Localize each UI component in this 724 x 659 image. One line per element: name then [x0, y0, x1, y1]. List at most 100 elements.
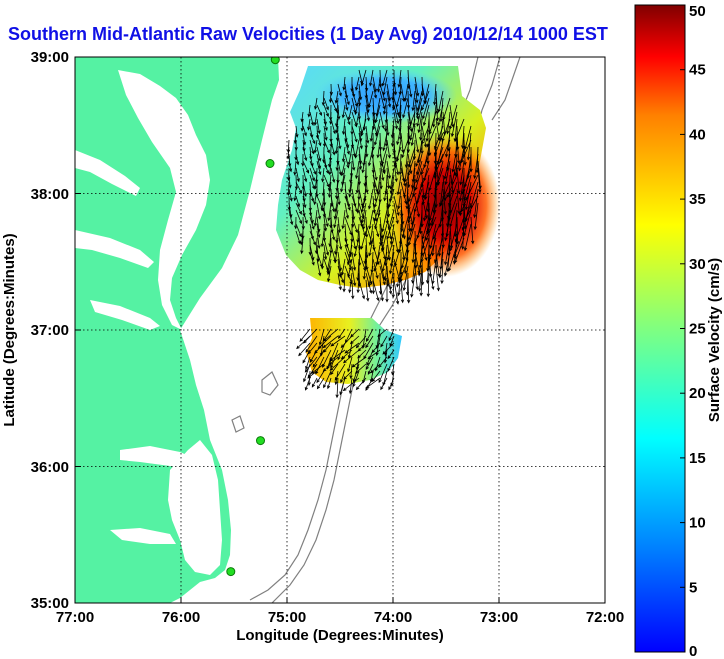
velocity-vector [400, 279, 405, 304]
velocity-vector [416, 104, 423, 127]
velocity-vector [439, 181, 451, 208]
velocity-vector [401, 216, 409, 239]
velocity-vector [337, 83, 342, 97]
colorbar-tick-label: 25 [689, 321, 706, 338]
velocity-vector [333, 209, 339, 229]
velocity-vector [342, 377, 360, 392]
velocity-vector [295, 195, 301, 208]
velocity-vector [372, 258, 379, 279]
velocity-vector [473, 188, 479, 219]
velocity-vector [365, 356, 374, 370]
velocity-vector [371, 370, 381, 383]
velocity-vector [295, 202, 302, 215]
velocity-vector [316, 258, 322, 277]
velocity-vector [309, 111, 315, 126]
velocity-vector [344, 90, 350, 106]
velocity-vector [425, 118, 430, 143]
velocity-vector [396, 174, 402, 196]
velocity-vector [328, 160, 332, 176]
velocity-vector [316, 202, 322, 220]
velocity-vector [421, 181, 430, 206]
velocity-vector [400, 167, 407, 188]
velocity-vector [343, 349, 360, 364]
velocity-vector [302, 209, 308, 225]
velocity-vector [382, 153, 388, 174]
velocity-vector [473, 202, 479, 231]
velocity-vector [386, 139, 391, 159]
velocity-vector [334, 90, 339, 104]
y-tick-label: 37:00 [31, 322, 69, 339]
velocity-vector [407, 153, 413, 175]
plot-grid [75, 57, 605, 603]
velocity-vector [449, 104, 455, 128]
pamlico-sound [168, 440, 222, 575]
velocity-vector [368, 223, 374, 246]
velocity-vector [330, 363, 339, 376]
velocity-vector [365, 125, 370, 144]
velocity-vector [414, 76, 420, 97]
velocity-vector [298, 342, 311, 357]
chesapeake-bay [118, 70, 210, 330]
velocity-vector [438, 251, 444, 279]
velocity-vector [322, 335, 339, 349]
y-tick-label: 35:00 [31, 595, 69, 612]
velocity-vector [316, 160, 322, 176]
colorbar-tick-label: 5 [689, 579, 697, 596]
velocity-vector [373, 188, 381, 208]
velocity-vector [323, 216, 328, 232]
velocity-vector [393, 244, 402, 267]
velocity-vector [295, 153, 300, 166]
velocity-vector [355, 377, 367, 391]
velocity-vector [400, 132, 405, 154]
colorbar-tick-label: 15 [689, 450, 706, 467]
velocity-vector [402, 97, 409, 119]
velocity-vector [360, 118, 367, 137]
colorbar [634, 4, 686, 653]
velocity-vector [459, 160, 465, 186]
velocity-vector [309, 349, 318, 363]
velocity-vector [344, 139, 350, 156]
velocity-vector [369, 69, 374, 87]
velocity-vector [344, 111, 351, 126]
velocity-vector [387, 356, 395, 372]
velocity-vector [381, 230, 388, 253]
velocity-vector [414, 195, 421, 218]
velocity-vector [330, 335, 346, 347]
velocity-vector [448, 244, 458, 272]
velocity-vector [382, 342, 395, 355]
velocity-vector [318, 328, 325, 346]
velocity-vector [296, 335, 311, 350]
velocity-vector [410, 272, 416, 298]
velocity-vector [307, 104, 311, 118]
velocity-vector [335, 377, 339, 399]
velocity-vector [348, 272, 353, 294]
velocity-vector [340, 160, 346, 177]
velocity-vector [351, 216, 359, 234]
velocity-vector [393, 153, 400, 176]
velocity-vector [396, 265, 402, 288]
velocity-vector [403, 83, 409, 102]
velocity-vector [288, 174, 292, 189]
velocity-vector [358, 83, 363, 101]
velocity-vector [382, 132, 388, 152]
chart-title: Southern Mid-Atlantic Raw Velocities (1 … [8, 24, 608, 44]
station-marker [270, 57, 280, 65]
velocity-vector [379, 111, 385, 129]
velocity-vector [417, 111, 423, 134]
velocity-vector [337, 188, 341, 206]
velocity-vector [328, 356, 339, 366]
velocity-vector [466, 132, 472, 161]
velocity-vector [351, 279, 355, 300]
velocity-vector [313, 139, 318, 154]
velocity-vector [344, 97, 349, 112]
velocity-vector [322, 363, 332, 372]
velocity-vector [428, 132, 432, 157]
velocity-vector [411, 90, 416, 112]
velocity-vector [376, 139, 381, 159]
velocity-vector [304, 377, 311, 391]
velocity-vector [337, 230, 343, 251]
velocity-vector [456, 188, 461, 215]
velocity-vector [288, 209, 294, 226]
velocity-vector [433, 83, 437, 106]
